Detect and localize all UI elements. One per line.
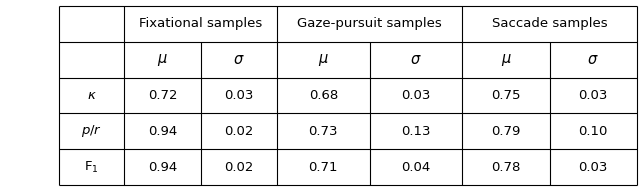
Text: 0.04: 0.04	[401, 161, 431, 174]
Text: $μ$: $μ$	[318, 52, 329, 68]
Text: 0.94: 0.94	[148, 161, 177, 174]
Text: $p/r$: $p/r$	[81, 123, 102, 139]
Text: $\mathrm{F}_1$: $\mathrm{F}_1$	[84, 160, 99, 175]
Text: $\kappa$: $\kappa$	[86, 89, 97, 102]
Text: 0.03: 0.03	[579, 161, 608, 174]
Text: 0.02: 0.02	[224, 161, 253, 174]
Text: 0.94: 0.94	[148, 125, 177, 138]
Text: 0.03: 0.03	[401, 89, 431, 102]
Text: $σ$: $σ$	[410, 52, 422, 67]
Text: 0.71: 0.71	[308, 161, 338, 174]
Text: $μ$: $μ$	[157, 52, 168, 68]
Text: $σ$: $σ$	[233, 52, 244, 67]
Text: 0.72: 0.72	[148, 89, 177, 102]
Text: 0.75: 0.75	[492, 89, 521, 102]
Text: 0.78: 0.78	[492, 161, 520, 174]
Text: $μ$: $μ$	[500, 52, 511, 68]
Text: 0.10: 0.10	[579, 125, 608, 138]
Text: 0.03: 0.03	[579, 89, 608, 102]
Text: 0.68: 0.68	[308, 89, 338, 102]
Text: Gaze-pursuit samples: Gaze-pursuit samples	[297, 17, 442, 30]
Text: $σ$: $σ$	[588, 52, 599, 67]
Text: Saccade samples: Saccade samples	[492, 17, 607, 30]
Text: 0.02: 0.02	[224, 125, 253, 138]
Text: 0.13: 0.13	[401, 125, 431, 138]
Text: 0.03: 0.03	[224, 89, 253, 102]
Text: 0.73: 0.73	[308, 125, 338, 138]
Text: 0.79: 0.79	[492, 125, 520, 138]
Text: Fixational samples: Fixational samples	[139, 17, 262, 30]
